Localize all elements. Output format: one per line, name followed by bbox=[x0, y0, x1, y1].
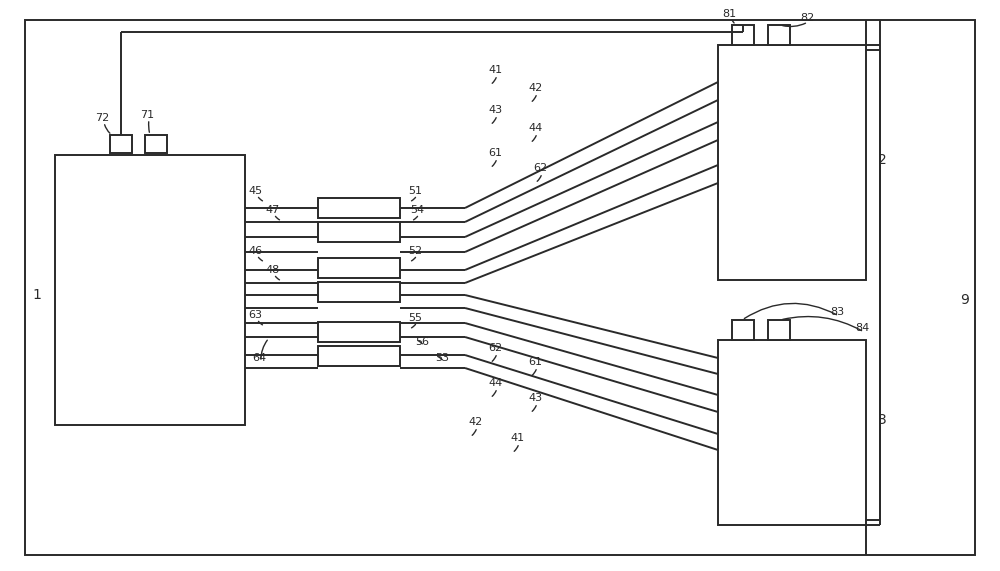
Bar bbox=[768, 25, 790, 45]
Text: 41: 41 bbox=[488, 65, 502, 75]
Bar bbox=[318, 258, 400, 278]
Text: 72: 72 bbox=[95, 113, 109, 123]
Text: 62: 62 bbox=[533, 163, 547, 173]
Text: 45: 45 bbox=[248, 186, 262, 196]
Text: 61: 61 bbox=[528, 357, 542, 367]
Text: 41: 41 bbox=[510, 433, 524, 443]
Text: 1: 1 bbox=[32, 288, 41, 302]
Bar bbox=[732, 25, 754, 45]
Bar bbox=[55, 155, 245, 425]
Text: 55: 55 bbox=[408, 313, 422, 323]
Bar bbox=[318, 282, 400, 302]
Text: 83: 83 bbox=[830, 307, 844, 317]
Bar bbox=[732, 320, 754, 340]
Text: 47: 47 bbox=[265, 205, 279, 215]
Bar bbox=[145, 135, 167, 153]
Bar bbox=[318, 222, 400, 242]
Text: 54: 54 bbox=[410, 205, 424, 215]
Text: 44: 44 bbox=[528, 123, 542, 133]
Bar bbox=[318, 198, 400, 218]
Text: 42: 42 bbox=[468, 417, 482, 427]
Text: 2: 2 bbox=[878, 153, 887, 167]
Text: 63: 63 bbox=[248, 310, 262, 320]
Text: 62: 62 bbox=[488, 343, 502, 353]
Text: 44: 44 bbox=[488, 378, 502, 388]
Text: 71: 71 bbox=[140, 110, 154, 120]
Text: 81: 81 bbox=[722, 9, 736, 19]
Text: 42: 42 bbox=[528, 83, 542, 93]
Text: 61: 61 bbox=[488, 148, 502, 158]
Text: 53: 53 bbox=[435, 353, 449, 363]
Bar bbox=[110, 135, 132, 153]
Bar bbox=[318, 322, 400, 342]
Text: 43: 43 bbox=[528, 393, 542, 403]
Bar bbox=[718, 45, 866, 280]
Text: 56: 56 bbox=[415, 337, 429, 347]
Text: 43: 43 bbox=[488, 105, 502, 115]
Text: 82: 82 bbox=[800, 13, 814, 23]
Text: 51: 51 bbox=[408, 186, 422, 196]
Bar bbox=[318, 346, 400, 366]
Text: 48: 48 bbox=[265, 265, 279, 275]
Text: 84: 84 bbox=[855, 323, 869, 333]
Bar bbox=[768, 320, 790, 340]
Text: 9: 9 bbox=[960, 293, 969, 307]
Text: 64: 64 bbox=[252, 353, 266, 363]
Text: 3: 3 bbox=[878, 413, 887, 427]
Bar bbox=[718, 340, 866, 525]
Text: 52: 52 bbox=[408, 246, 422, 256]
Text: 46: 46 bbox=[248, 246, 262, 256]
